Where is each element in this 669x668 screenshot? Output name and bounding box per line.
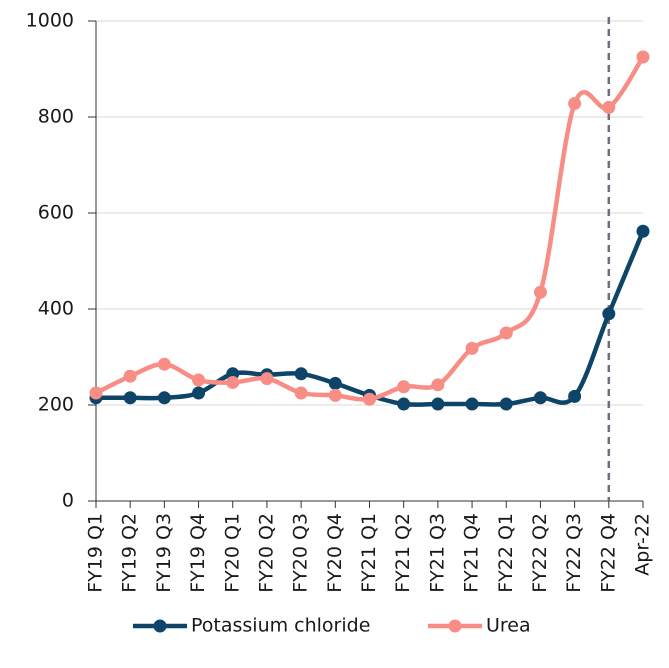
x-tick-label: FY20 Q2 <box>255 513 277 593</box>
point <box>465 397 479 411</box>
point <box>157 357 171 371</box>
point <box>294 367 308 381</box>
y-tick-label: 1000 <box>26 10 74 32</box>
point <box>602 307 616 321</box>
point <box>533 285 547 299</box>
point <box>568 97 582 111</box>
x-tick-label: FY21 Q3 <box>426 513 448 593</box>
x-tick-label: FY22 Q4 <box>597 513 619 593</box>
point <box>397 397 411 411</box>
legend-marker <box>448 619 462 633</box>
series-line <box>95 230 646 407</box>
point <box>397 380 411 394</box>
point <box>602 100 616 114</box>
y-tick-label: 0 <box>62 490 74 512</box>
x-tick-label: FY22 Q3 <box>563 513 585 593</box>
series-line <box>95 55 645 402</box>
x-tick-label: FY20 Q4 <box>324 513 346 593</box>
x-tick-label: FY21 Q4 <box>461 513 483 593</box>
x-tick-label: Apr-22 <box>632 513 654 576</box>
point <box>533 391 547 405</box>
x-tick-label: FY22 Q2 <box>529 513 551 593</box>
x-tick-label: FY19 Q1 <box>85 513 107 593</box>
y-tick-label: 800 <box>38 106 74 128</box>
y-tick-label: 400 <box>38 298 74 320</box>
point <box>192 373 206 387</box>
point <box>431 397 445 411</box>
point <box>260 372 274 386</box>
point <box>431 378 445 392</box>
point <box>328 376 342 390</box>
y-tick-label: 600 <box>38 202 74 224</box>
point <box>294 386 308 400</box>
point <box>465 341 479 355</box>
x-tick-label: FY19 Q3 <box>153 513 175 593</box>
point <box>328 388 342 402</box>
point <box>192 386 206 400</box>
point <box>499 397 513 411</box>
x-tick-label: FY19 Q2 <box>119 513 141 593</box>
point <box>499 326 513 340</box>
legend-marker <box>153 619 167 633</box>
point <box>568 389 582 403</box>
point <box>636 50 650 64</box>
x-tick-label: FY21 Q2 <box>392 513 414 593</box>
point <box>123 369 137 383</box>
point <box>226 375 240 389</box>
point <box>157 391 171 405</box>
x-tick-label: FY20 Q3 <box>290 513 312 593</box>
point <box>363 392 376 406</box>
x-tick-label: FY22 Q1 <box>495 513 517 593</box>
legend-label: Potassium chloride <box>191 615 370 637</box>
x-tick-label: FY19 Q4 <box>187 513 209 593</box>
point <box>636 224 650 238</box>
point <box>123 391 137 405</box>
legend-label: Urea <box>486 615 531 637</box>
x-tick-label: FY21 Q1 <box>358 513 380 593</box>
point <box>89 386 103 400</box>
x-tick-label: FY20 Q1 <box>221 513 243 593</box>
y-tick-label: 200 <box>38 394 74 416</box>
